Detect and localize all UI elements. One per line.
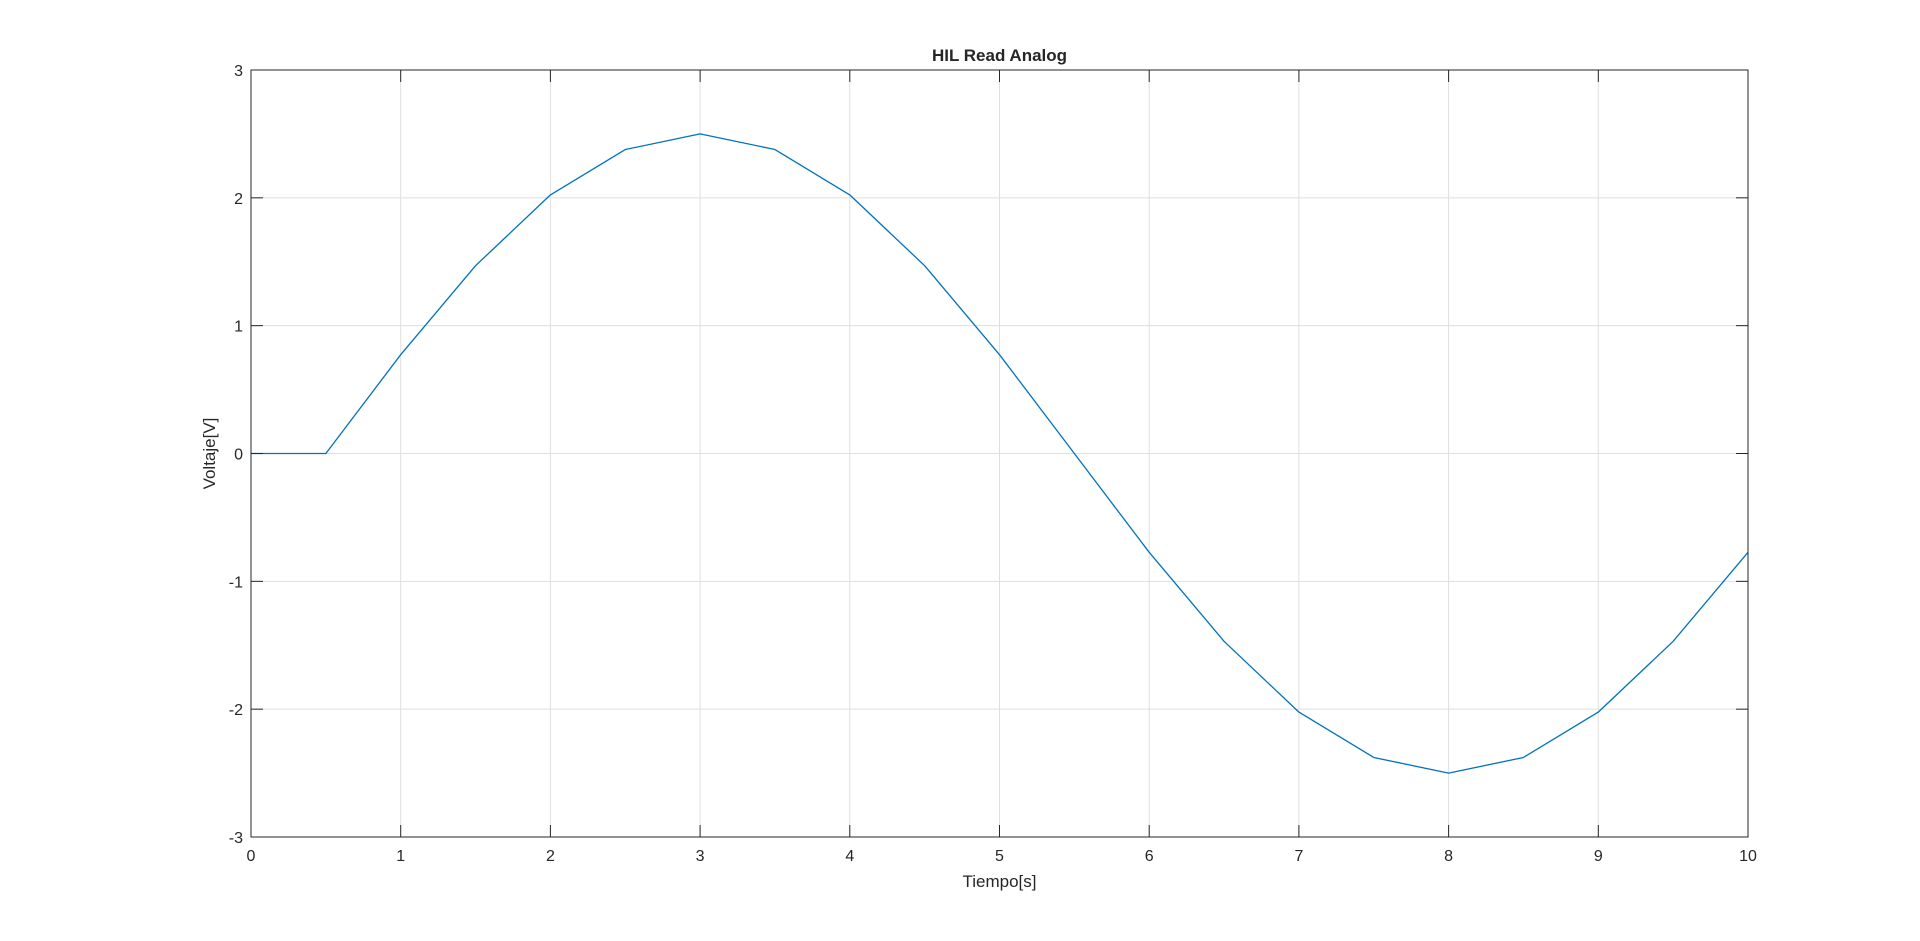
x-tick-label: 6 bbox=[1145, 848, 1154, 865]
series-line bbox=[251, 133, 1749, 774]
y-tick-label: 2 bbox=[234, 191, 243, 208]
x-tick-label: 9 bbox=[1594, 848, 1603, 865]
x-tick-label: 2 bbox=[546, 848, 555, 865]
x-tick-label: 1 bbox=[396, 848, 405, 865]
y-tick-label: -3 bbox=[229, 830, 243, 847]
x-tick-label: 10 bbox=[1739, 848, 1757, 865]
x-tick-label: 0 bbox=[247, 848, 256, 865]
x-tick-label: 8 bbox=[1444, 848, 1453, 865]
chart-title: HIL Read Analog bbox=[932, 46, 1067, 65]
y-axis-label: Voltaje[V] bbox=[200, 418, 219, 490]
y-tick-label: -2 bbox=[229, 702, 243, 719]
y-tick-label: -1 bbox=[229, 574, 243, 591]
x-tick-label: 5 bbox=[995, 848, 1004, 865]
x-tick-label: 4 bbox=[845, 848, 854, 865]
x-tick-labels: 0 1 2 3 4 5 6 7 8 9 10 bbox=[247, 848, 1757, 865]
x-tick-label: 7 bbox=[1294, 848, 1303, 865]
y-tick-labels: -3 -2 -1 0 1 2 3 bbox=[229, 63, 243, 847]
x-tick-label: 3 bbox=[696, 848, 705, 865]
y-tick-label: 3 bbox=[234, 63, 243, 80]
grid-lines bbox=[251, 70, 1748, 837]
x-axis-label: Tiempo[s] bbox=[962, 872, 1036, 891]
tick-marks bbox=[250, 69, 1749, 838]
series-layer bbox=[251, 133, 1749, 774]
y-tick-label: 1 bbox=[234, 319, 243, 336]
y-tick-label: 0 bbox=[234, 447, 243, 464]
